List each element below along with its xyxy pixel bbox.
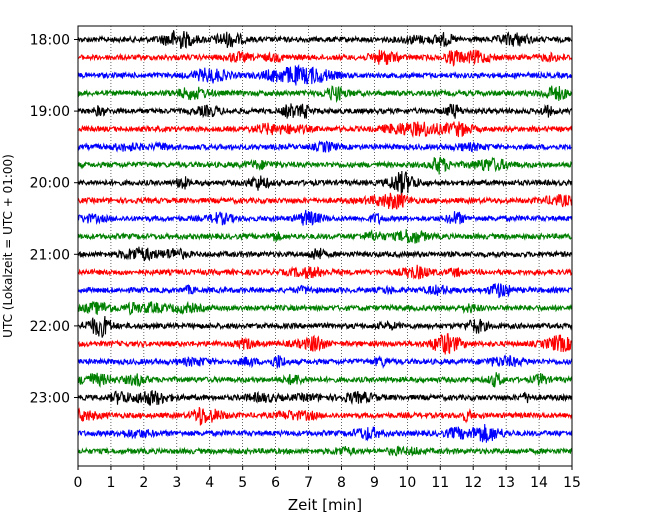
x-tick-label: 6 [271,475,280,491]
x-tick-label: 11 [431,475,449,491]
x-axis-ticks: 0 1 2 3 4 5 6 7 8 9 10 11 12 13 14 15 [74,466,581,491]
trace-2345 [77,445,573,457]
plot-frame [77,25,573,467]
trace-2045 [77,228,573,244]
trace-1800 [77,30,573,49]
y-tick-label: 19:00 [30,104,70,120]
x-tick-label: 12 [464,475,482,491]
x-tick-label: 4 [205,475,214,491]
x-tick-label: 5 [238,475,247,491]
seismic-traces [77,30,573,457]
trace-1915 [77,121,573,139]
trace-2145 [77,300,573,316]
x-tick-label: 1 [106,475,115,491]
x-tick-label: 13 [497,475,515,491]
x-tick-label: 0 [74,475,83,491]
trace-2130 [77,282,573,299]
trace-2115 [77,264,573,280]
trace-2300 [77,390,573,406]
trace-1900 [77,103,573,119]
x-tick-label: 14 [530,475,548,491]
trace-1815 [77,49,573,67]
x-tick-label: 7 [304,475,313,491]
y-tick-label: 23:00 [30,391,70,407]
y-axis-title: UTC (Lokalzeit = UTC + 01:00) [1,154,15,338]
x-tick-label: 8 [337,475,346,491]
y-tick-label: 22:00 [30,319,70,335]
trace-2015 [77,192,573,210]
trace-2100 [77,246,573,262]
x-tick-label: 2 [139,475,148,491]
trace-1930 [77,140,573,153]
trace-1945 [77,156,573,175]
trace-2030 [77,209,573,226]
trace-1830 [77,64,573,86]
trace-2000 [77,170,573,196]
trace-2315 [77,407,573,426]
y-tick-label: 21:00 [30,247,70,263]
trace-2330 [77,423,573,443]
x-tick-label: 3 [172,475,181,491]
trace-2200 [77,315,573,338]
trace-1845 [77,85,573,104]
trace-2230 [77,354,573,370]
x-tick-label: 10 [398,475,416,491]
grid-lines [110,26,540,466]
trace-2245 [77,372,573,388]
y-tick-label: 20:00 [30,176,70,192]
x-axis-title: Zeit [min] [288,496,362,514]
plot-background [78,26,572,466]
trace-2215 [77,332,573,355]
x-tick-label: 9 [370,475,379,491]
y-axis-ticks: 18:00 19:00 20:00 21:00 22:00 23:00 [30,33,78,407]
x-tick-label: 15 [563,475,581,491]
y-tick-label: 18:00 [30,33,70,49]
